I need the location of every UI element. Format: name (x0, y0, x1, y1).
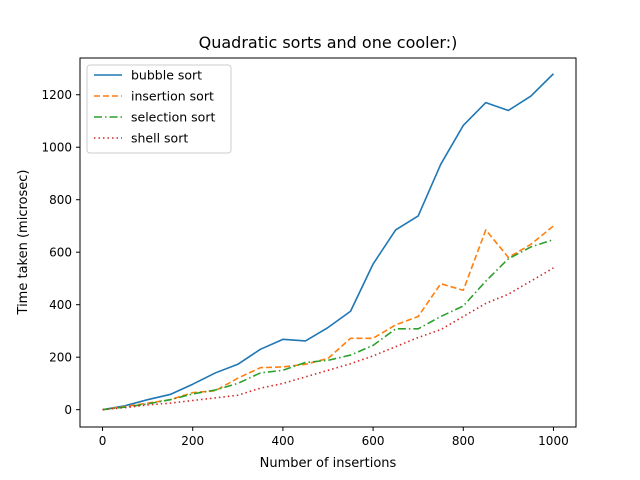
legend-label-shell-sort: shell sort (131, 131, 188, 146)
series-line-selection-sort (102, 238, 554, 411)
y-tick-label: 0 (64, 403, 72, 417)
legend-label-bubble-sort: bubble sort (131, 68, 202, 83)
chart-title: Quadratic sorts and one cooler:) (199, 33, 458, 52)
legend: bubble sort insertion sort selection sort s… (86, 64, 232, 154)
legend-items: bubble sort insertion sort selection sort s… (94, 68, 215, 146)
series-line-insertion-sort (102, 225, 554, 411)
series-line-shell-sort (102, 267, 554, 411)
x-tick-label: 200 (181, 434, 204, 448)
y-tick-label: 200 (49, 351, 72, 365)
legend-label-insertion-sort: insertion sort (131, 89, 214, 104)
y-tick-label: 600 (49, 246, 72, 260)
x-axis: 0 200 400 600 800 1000 (99, 427, 569, 448)
plot-area-frame (79, 57, 577, 428)
legend-label-selection-sort: selection sort (131, 110, 215, 125)
y-axis-label: Time taken (microsec) (16, 170, 31, 316)
y-tick-label: 800 (49, 193, 72, 207)
x-tick-label: 600 (362, 434, 385, 448)
x-tick-label: 400 (271, 434, 294, 448)
x-tick-label: 1000 (538, 434, 569, 448)
series-line-bubble-sort (102, 73, 555, 411)
y-tick-label: 1000 (41, 141, 72, 155)
y-tick-label: 1200 (41, 88, 72, 102)
x-tick-label: 800 (452, 434, 475, 448)
x-tick-label: 0 (99, 434, 107, 448)
legend-box (86, 64, 232, 154)
y-tick-label: 400 (49, 298, 72, 312)
series-layer (102, 73, 555, 411)
x-axis-label: Number of insertions (260, 456, 397, 471)
y-axis: 0 200 400 600 800 1000 1200 (41, 88, 80, 417)
